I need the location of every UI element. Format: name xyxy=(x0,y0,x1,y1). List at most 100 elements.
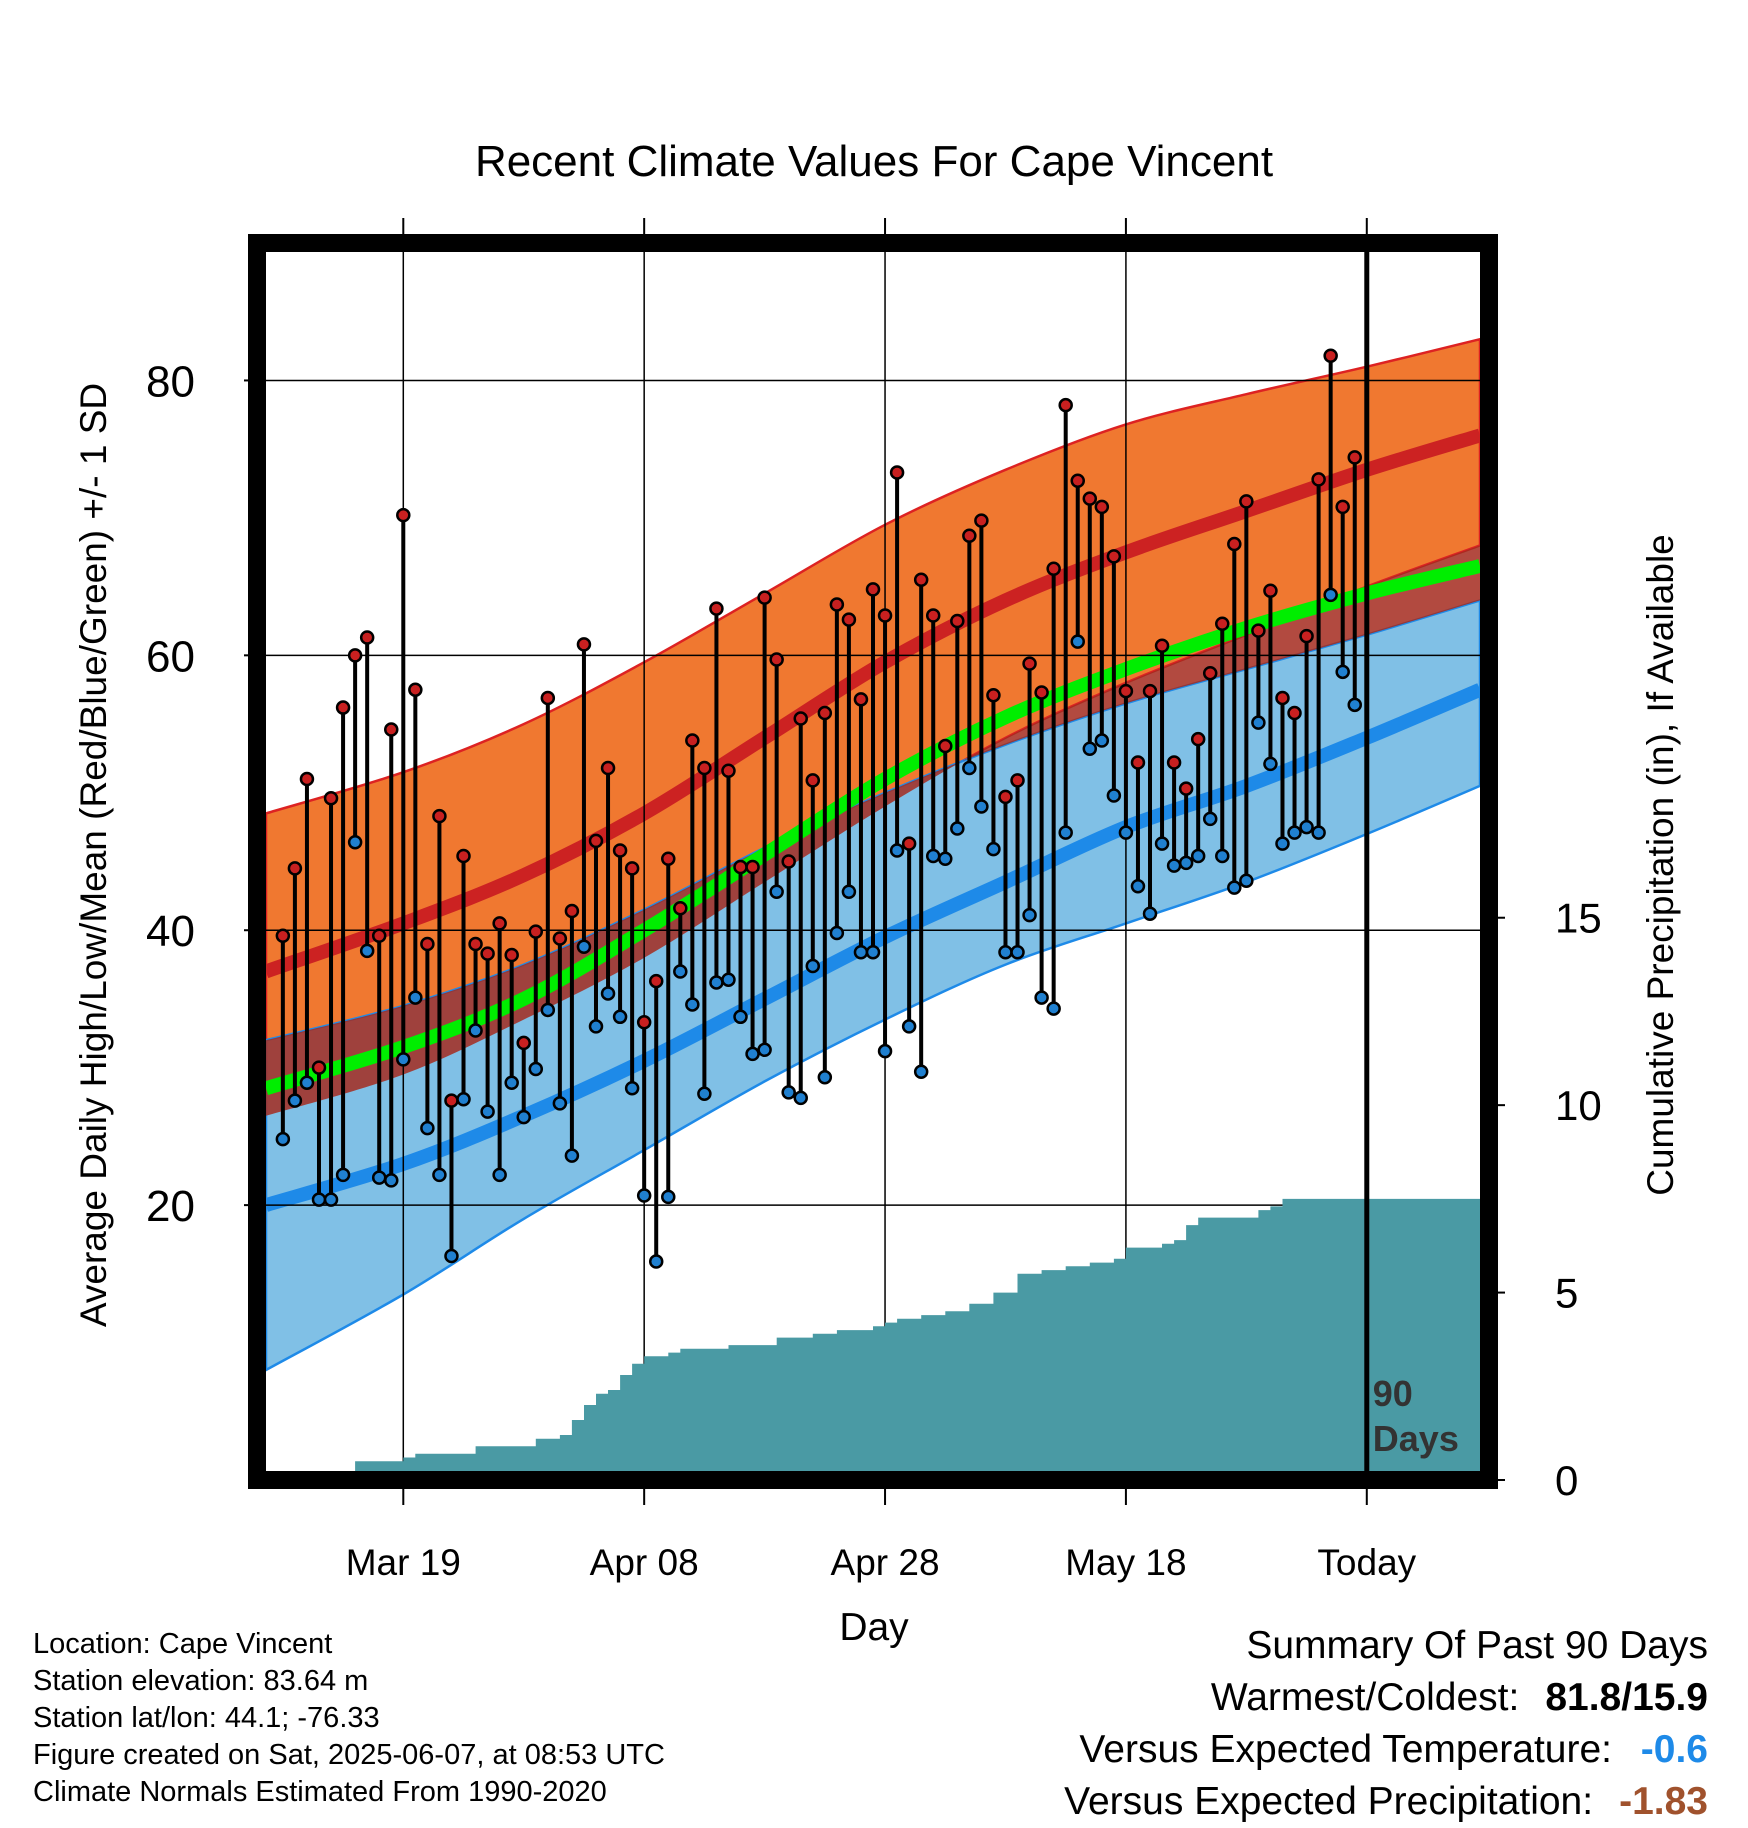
low-point xyxy=(624,1081,640,1096)
high-point xyxy=(1178,781,1194,796)
high-point xyxy=(1094,499,1110,515)
high-point xyxy=(841,612,857,627)
low-point xyxy=(1118,825,1134,840)
high-point xyxy=(516,1035,531,1051)
high-point xyxy=(817,705,833,721)
low-point xyxy=(793,1090,808,1106)
high-point xyxy=(1022,656,1037,671)
high-point xyxy=(1202,665,1218,681)
low-point xyxy=(877,1043,893,1059)
low-point xyxy=(962,760,977,776)
high-point xyxy=(311,1060,327,1075)
y-tick-label: 80 xyxy=(146,357,195,406)
temp-label: Versus Expected Temperature: xyxy=(1079,1728,1612,1771)
low-point xyxy=(986,841,1001,857)
high-point xyxy=(1263,583,1278,598)
low-point xyxy=(480,1104,495,1119)
low-point xyxy=(648,1254,664,1269)
info-location: Location: Cape Vincent xyxy=(33,1628,333,1660)
precip-value: -1.83 xyxy=(1619,1780,1708,1823)
low-point xyxy=(1154,836,1170,851)
low-point xyxy=(444,1248,459,1264)
low-point xyxy=(901,1019,917,1034)
x-tick-label: Apr 28 xyxy=(831,1542,940,1583)
info-latlon: Station lat/lon: 44.1; -76.33 xyxy=(33,1702,380,1734)
high-point xyxy=(456,848,471,864)
high-point xyxy=(781,854,796,869)
high-point xyxy=(697,760,712,776)
low-point xyxy=(661,1189,676,1205)
high-point xyxy=(1190,731,1206,747)
high-point xyxy=(805,773,821,788)
low-point xyxy=(805,958,821,974)
plot-frame xyxy=(248,234,1498,1489)
high-point xyxy=(1010,773,1025,788)
y-tick-label: 20 xyxy=(146,1182,195,1231)
high-point xyxy=(1251,623,1266,638)
low-point xyxy=(853,944,869,960)
high-point xyxy=(323,791,339,806)
high-point xyxy=(1347,450,1362,465)
high-point xyxy=(588,833,604,849)
low-point xyxy=(865,944,881,960)
high-point xyxy=(974,513,989,528)
high-point xyxy=(347,648,363,663)
high-point xyxy=(468,936,483,952)
x-tick-label: Today xyxy=(1317,1542,1416,1583)
low-point xyxy=(528,1061,544,1077)
high-point xyxy=(757,590,772,605)
high-point xyxy=(1118,683,1134,699)
low-point xyxy=(504,1075,519,1091)
chart-title: Recent Climate Values For Cape Vincent xyxy=(475,137,1273,186)
high-point xyxy=(371,928,387,943)
low-point xyxy=(1106,788,1122,803)
high-point xyxy=(1070,473,1085,489)
high-point xyxy=(1166,755,1182,770)
high-point xyxy=(1287,705,1302,721)
low-point xyxy=(275,1131,291,1147)
low-point xyxy=(600,986,616,1001)
high-point xyxy=(1299,628,1314,644)
low-point xyxy=(420,1120,435,1136)
y2-tick-label: 5 xyxy=(1555,1270,1578,1317)
low-sd-band xyxy=(264,598,1482,1373)
low-point xyxy=(769,884,784,899)
low-point xyxy=(347,835,363,850)
high-point xyxy=(648,973,664,989)
low-point xyxy=(998,944,1013,960)
low-point xyxy=(950,821,965,836)
high-point xyxy=(480,946,495,961)
high-point xyxy=(769,652,784,667)
y-axis-label: Average Daily High/Low/Mean (Red/Blue/Gr… xyxy=(73,383,114,1327)
low-point xyxy=(576,939,592,954)
high-point xyxy=(853,692,869,707)
high-point xyxy=(1082,491,1098,506)
low-point xyxy=(335,1167,351,1183)
low-point xyxy=(925,848,941,864)
high-point xyxy=(1215,616,1230,631)
temp-value: -0.6 xyxy=(1640,1728,1708,1771)
y2-axis-label: Cumulative Precipitation (in), If Availa… xyxy=(1640,534,1681,1196)
high-point xyxy=(444,1093,459,1108)
high-point xyxy=(299,771,315,787)
high-point xyxy=(1034,685,1049,700)
low-point xyxy=(1142,906,1158,921)
low-point xyxy=(1323,587,1338,603)
info-normals: Climate Normals Estimated From 1990-2020 xyxy=(33,1776,607,1808)
high-point xyxy=(287,861,303,876)
high-point xyxy=(1154,638,1170,653)
info-created: Figure created on Sat, 2025-06-07, at 08… xyxy=(33,1739,665,1771)
low-point xyxy=(1130,878,1146,894)
high-point xyxy=(793,711,808,726)
high-point xyxy=(624,861,640,876)
low-point xyxy=(1347,697,1362,713)
y-tick-label: 60 xyxy=(146,632,195,681)
high-point xyxy=(1058,397,1073,413)
high-point xyxy=(528,924,544,939)
high-point xyxy=(986,687,1001,703)
low-point xyxy=(492,1167,507,1183)
high-point xyxy=(950,613,965,629)
high-point xyxy=(1275,690,1290,706)
